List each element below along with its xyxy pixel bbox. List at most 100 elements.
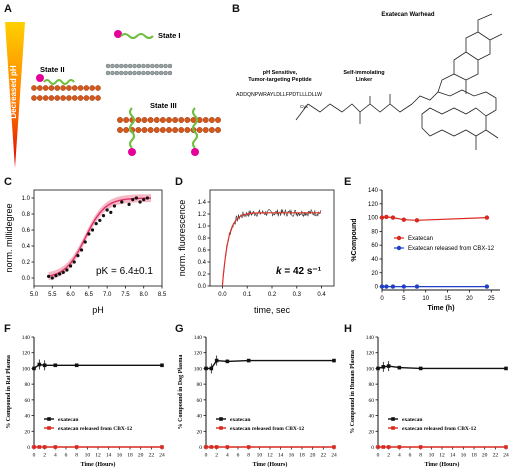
y-tick-label: 20 [369,429,375,435]
lipid-head-top [89,85,96,91]
y-tick-label: 120 [22,351,31,357]
legend-marker-1 [219,426,223,430]
legend-marker-0 [396,235,402,241]
data-point [87,232,91,236]
x-tick-label: 8 [247,453,250,459]
x-tick-label: 14 [278,453,284,459]
x-tick-label: 0 [205,453,208,459]
y-tick-label: 60 [197,398,203,404]
x-tick-label: 22 [149,453,155,459]
lipid-head-top [77,85,84,91]
lipid-head-bottom [159,127,166,133]
series-point-1 [386,445,391,449]
data-point [105,208,109,212]
series-line-0 [206,359,334,370]
x-tick-label: 20 [482,453,488,459]
x-tick-label: 6 [65,453,68,459]
x-axis-label: pH [92,305,104,315]
y-tick-label: 0 [375,285,379,291]
lipid-head-top [71,85,78,91]
lipid-head-top [163,63,168,69]
panel-label-e: E [344,176,352,188]
x-tick-label: 0.1 [243,292,252,298]
legend-label-1: exatecan released from CBX-12 [230,426,304,432]
data-point [65,268,69,272]
y-tick-label: 0.0 [22,276,31,282]
linker-bonds [295,103,413,121]
y-tick-label: 60 [371,243,378,249]
x-tick-label: 2 [43,453,46,459]
y-tick-label: 80 [25,382,31,388]
x-tick-label: 5 [402,296,406,302]
plot-frame [33,189,163,287]
x-axis-label: Time (Hours) [425,461,460,468]
lipid-head-bottom [136,70,142,76]
legend-label-1: exatecan released from CBX-12 [58,426,132,432]
x-tick-label: 10 [85,453,91,459]
lipid-head-bottom [132,70,137,76]
lipid-head-bottom [36,95,43,101]
x-tick-label: 7.5 [121,292,130,298]
series-line-0 [33,363,162,369]
data-point [142,198,146,202]
panel-label-b: B [232,3,240,15]
lipid-head-top [110,63,115,69]
y-tick-label: 80 [371,229,378,235]
lipid-head-top [153,117,160,123]
x-tick-label: 20 [466,296,473,302]
lipid-head-bottom [123,127,130,133]
lipid-head-bottom [163,70,168,76]
y-axis-label: % Compound in Rat Plasma [6,355,12,429]
lipid-head-top [172,117,179,123]
series-point-1 [381,445,386,449]
data-point [58,272,62,276]
series-point-1 [401,284,407,289]
lipid-head-bottom [77,95,84,101]
y-tick-label: 100 [368,216,379,222]
data-point [112,204,117,208]
y-tick-label: 40 [369,414,375,420]
series-point-1 [225,445,230,449]
y-axis-label: % Compound in Human Plasma [350,350,356,434]
chart-h-human-plasma: 0 2 4 6 8 10 12 14 16 18 20 22 24020406080100120140T… [350,335,509,468]
state1-peptide-coil [120,33,154,39]
lipid-head-top [119,63,124,69]
lipid-head-bottom [172,127,179,133]
peptide-label-1: pH Sensitive, [263,70,298,76]
panel-label-d: D [175,176,183,188]
y-tick-label: 140 [368,188,379,194]
x-tick-label: 8.5 [158,292,167,298]
lipid-head-top [147,117,154,123]
y-axis-label: % Compound in Dog Plasma [178,355,184,430]
series-point-1 [379,284,385,289]
series-point-0 [484,215,490,220]
x-tick-label: 0 [377,453,380,459]
x-tick-label: 20 [310,453,316,459]
lipid-head-bottom [178,127,185,133]
data-point [72,260,76,264]
lipid-head-top [158,63,164,69]
x-tick-label: 10 [429,453,435,459]
lipid-head-top [48,85,55,91]
series-point-1 [160,445,164,449]
legend-marker-0 [219,417,223,421]
y-tick-label: 120 [368,202,379,208]
x-tick-label: 16 [117,453,123,459]
x-tick-label: 24 [159,453,165,459]
series-point-0 [414,218,420,223]
data-point [50,276,54,280]
x-tick-label: 20 [138,453,144,459]
data-point [134,196,138,200]
lipid-head-bottom [154,70,159,76]
data-point [109,210,113,214]
data-point [127,202,131,206]
lipid-head-bottom [89,95,96,101]
x-axis-label: Time (Hours) [253,461,288,468]
legend-label-1: Exatecan released from CBX-12 [408,246,495,252]
x-tick-label: 0.4 [317,292,326,298]
rate-value: = 42 s⁻¹ [282,266,322,277]
x-tick-label: 24 [503,453,509,459]
series-point-0 [504,366,508,371]
y-axis-label: norm. fluorescence [177,200,187,277]
cys-label: Cys [300,104,308,109]
